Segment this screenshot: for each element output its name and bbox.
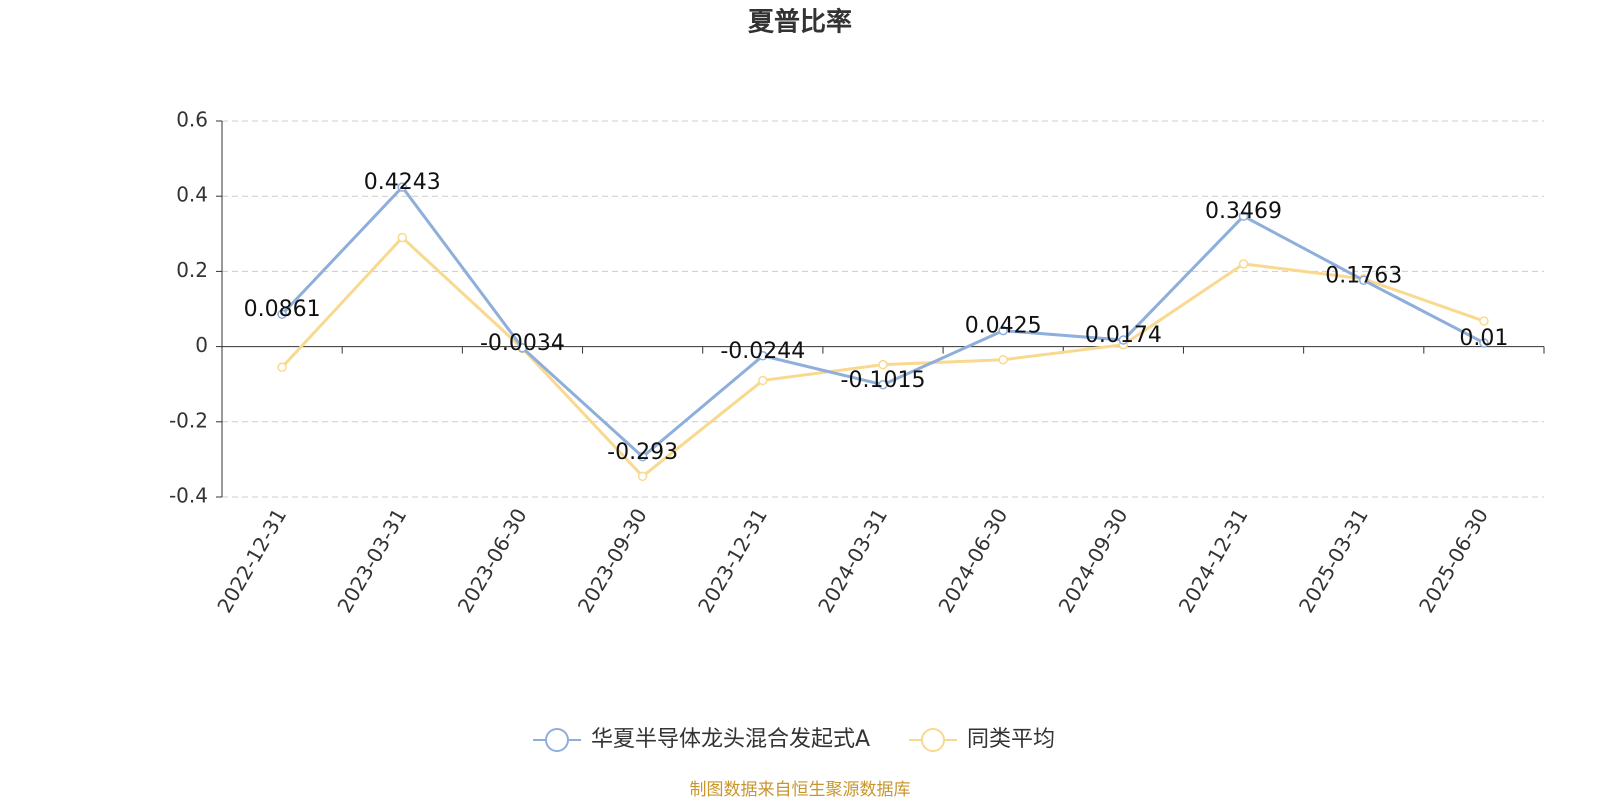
x-tick-label: 2024-03-31	[813, 504, 892, 617]
x-tick-label: 2023-03-31	[332, 504, 411, 617]
data-point	[517, 343, 528, 353]
legend-item[interactable]: 同类平均	[909, 727, 1055, 752]
data-point	[998, 355, 1008, 365]
x-tick-label: 2022-12-31	[212, 504, 291, 617]
data-point	[998, 325, 1008, 336]
chart-title: 夏普比率	[748, 7, 852, 38]
legend-symbol[interactable]	[921, 728, 945, 752]
y-tick-label: 0.6	[176, 108, 208, 132]
data-point	[758, 351, 768, 361]
source-note: 制图数据来自恒生聚源数据库	[690, 780, 911, 800]
data-label: 0.3469	[1205, 199, 1282, 224]
data-label: -0.0034	[480, 331, 565, 356]
data-point	[397, 232, 408, 243]
data-point	[277, 362, 287, 373]
x-tick-label: 2025-06-30	[1414, 504, 1493, 617]
data-point	[1479, 316, 1489, 326]
data-point	[878, 380, 888, 390]
data-label: -0.0244	[720, 339, 805, 364]
data-point	[878, 359, 888, 370]
data-point	[1358, 275, 1369, 286]
data-point	[277, 309, 287, 319]
data-point	[1479, 338, 1489, 348]
series-line	[281, 184, 1485, 459]
data-label: 0.01	[1459, 326, 1508, 351]
data-point	[1238, 211, 1249, 221]
data-label: -0.293	[607, 440, 678, 465]
y-tick-label: 0.4	[176, 183, 208, 207]
legend-item[interactable]: 华夏半导体龙头混合发起式A	[533, 727, 870, 752]
legend-label[interactable]: 同类平均	[967, 727, 1055, 752]
data-label: 0.0861	[244, 297, 321, 322]
data-point	[637, 452, 648, 462]
data-point	[758, 375, 768, 386]
data-label: 0.1763	[1325, 263, 1402, 288]
legend-symbol[interactable]	[545, 728, 569, 752]
y-tick-label: -0.4	[169, 484, 208, 508]
x-tick-label: 2024-06-30	[933, 504, 1012, 617]
y-tick-label: 0.2	[176, 258, 208, 282]
data-label: 0.0425	[965, 314, 1042, 339]
series-line	[280, 235, 1485, 479]
x-tick-label: 2024-09-30	[1054, 504, 1133, 617]
data-point	[397, 182, 408, 192]
x-tick-label: 2023-06-30	[453, 504, 532, 617]
x-tick-label: 2023-12-31	[693, 504, 772, 617]
x-tick-label: 2023-09-30	[573, 504, 652, 617]
legend-label[interactable]: 华夏半导体龙头混合发起式A	[591, 727, 870, 752]
y-tick-label: 0	[195, 333, 208, 357]
data-label: 0.4243	[364, 170, 441, 195]
x-tick-label: 2024-12-31	[1174, 504, 1253, 617]
data-point	[1238, 259, 1249, 269]
y-tick-label: -0.2	[169, 408, 208, 432]
data-label: -0.1015	[841, 368, 926, 393]
data-label: 0.0174	[1085, 323, 1162, 348]
data-point	[637, 471, 648, 482]
data-point	[1118, 335, 1129, 345]
x-tick-label: 2025-03-31	[1294, 504, 1373, 617]
